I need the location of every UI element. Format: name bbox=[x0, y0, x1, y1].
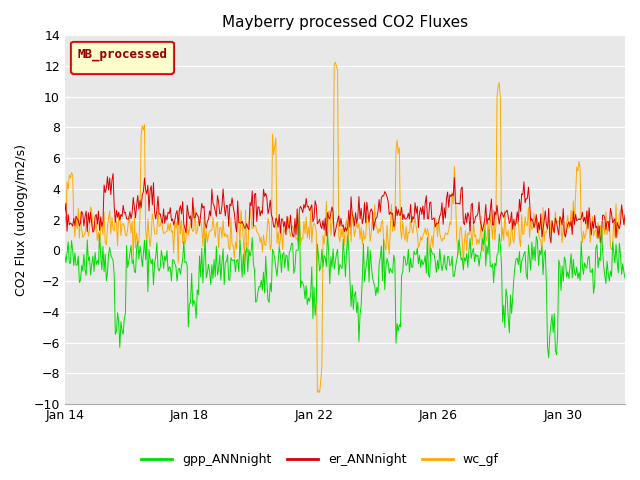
Title: Mayberry processed CO2 Fluxes: Mayberry processed CO2 Fluxes bbox=[222, 15, 468, 30]
Legend:  bbox=[71, 42, 173, 73]
Legend: gpp_ANNnight, er_ANNnight, wc_gf: gpp_ANNnight, er_ANNnight, wc_gf bbox=[136, 448, 504, 471]
Y-axis label: CO2 Flux (urology/m2/s): CO2 Flux (urology/m2/s) bbox=[15, 144, 28, 296]
